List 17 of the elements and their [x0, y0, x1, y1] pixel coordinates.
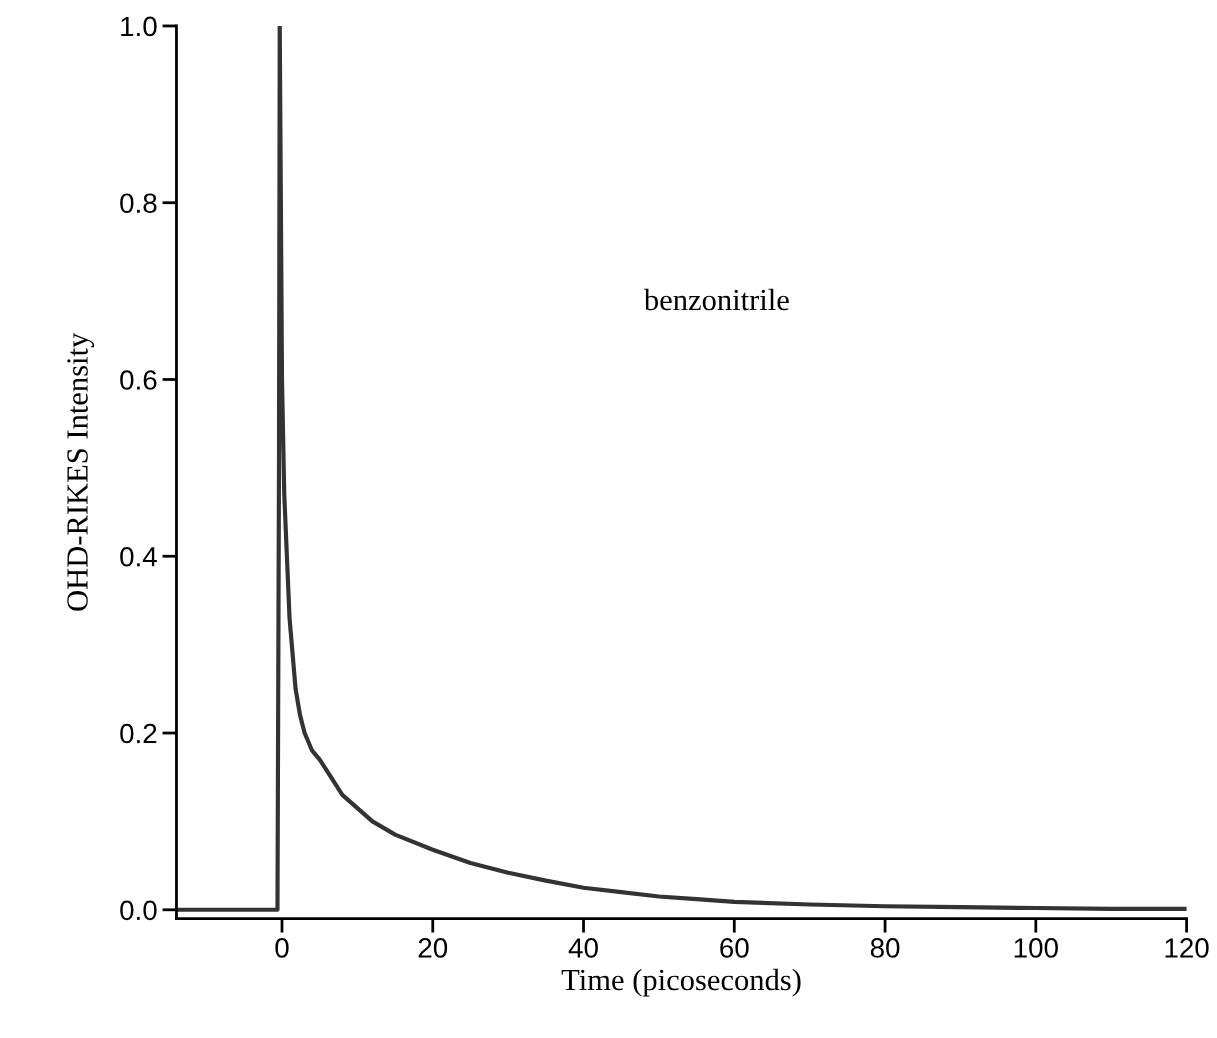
y-tick-label: 0.8	[120, 193, 157, 214]
y-tick-label: 0.4	[120, 546, 157, 567]
y-tick-label: 0.6	[120, 370, 157, 390]
x-tick-label: 80	[870, 938, 900, 958]
y-tick-label: 0.0	[120, 900, 157, 921]
x-tick-label: 20	[418, 938, 448, 958]
annotation: benzonitrile	[643, 288, 789, 311]
y-axis-title: OHD-RIKES Intensity	[67, 332, 95, 611]
x-tick-label: 40	[568, 938, 598, 958]
y-tick-label: 0.2	[120, 723, 157, 744]
x-axis-title: Time (picoseconds)	[561, 968, 801, 997]
x-tick-label: 60	[720, 938, 749, 958]
y-tick-label: 1.0	[121, 16, 157, 37]
x-tick-label: 0	[275, 938, 289, 958]
line-series	[176, 25, 1187, 912]
x-tick-label: 100	[1014, 938, 1058, 958]
x-tick-label: 120	[1165, 938, 1209, 958]
